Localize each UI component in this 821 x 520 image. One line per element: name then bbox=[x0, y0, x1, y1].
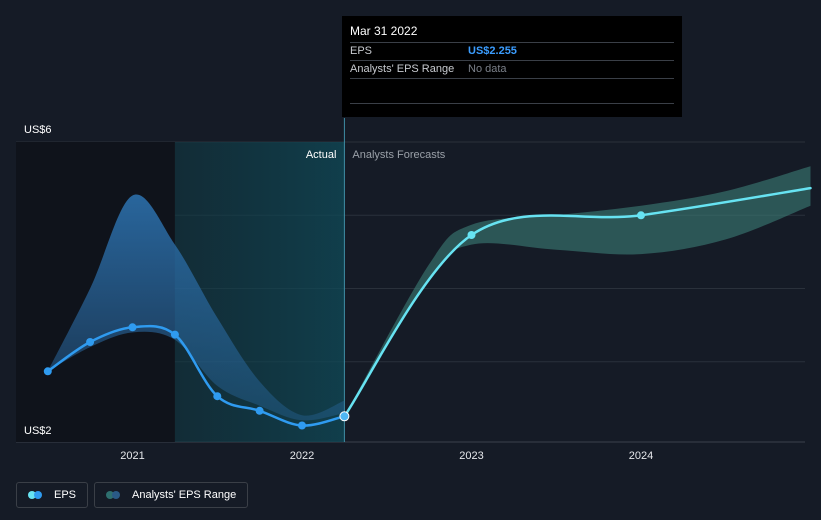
legend-eps-label: EPS bbox=[54, 489, 77, 501]
tooltip-eps-value: US$2.255 bbox=[468, 45, 517, 57]
range-area-forecast bbox=[344, 166, 811, 417]
tooltip-row-eps: EPS US$2.255 bbox=[350, 43, 674, 61]
x-tick-label-3: 2024 bbox=[629, 450, 653, 462]
y-tick-label-0: US$6 bbox=[24, 124, 52, 136]
legend: EPS Analysts' EPS Range bbox=[16, 482, 249, 508]
tooltip-eps-key: EPS bbox=[350, 45, 373, 57]
eps-line-actual bbox=[46, 324, 346, 427]
eps-point-actual-2 bbox=[128, 323, 137, 332]
region-labels: Actual Analysts Forecasts bbox=[306, 149, 446, 161]
y-tick-label-1: US$2 bbox=[24, 425, 52, 437]
hover-tooltip: Mar 31 2022 EPS US$2.255 Analysts' EPS R… bbox=[342, 16, 682, 117]
eps-points bbox=[43, 211, 645, 430]
eps-point-actual-0 bbox=[43, 367, 52, 376]
tooltip-range-value: No data bbox=[468, 63, 507, 75]
actual-label: Actual bbox=[306, 149, 337, 161]
eps-line-forecast bbox=[343, 186, 812, 418]
analysts-forecasts-label: Analysts Forecasts bbox=[352, 149, 445, 161]
tooltip-spacer bbox=[350, 79, 674, 104]
y-axis-labels: US$6 US$2 bbox=[24, 124, 52, 437]
eps-point-actual-4 bbox=[213, 392, 222, 401]
x-tick-label-0: 2021 bbox=[120, 450, 144, 462]
eps-range-areas bbox=[47, 166, 811, 421]
eps-point-actual-7 bbox=[339, 411, 350, 422]
legend-range-toggle[interactable]: Analysts' EPS Range bbox=[94, 482, 249, 508]
tooltip-date: Mar 31 2022 bbox=[350, 24, 674, 43]
legend-eps-toggle[interactable]: EPS bbox=[16, 482, 89, 508]
x-axis-labels: 2021 2022 2023 2024 bbox=[120, 450, 653, 462]
eps-point-forecast-2 bbox=[637, 211, 645, 220]
eps-point-actual-6 bbox=[298, 421, 306, 430]
eps-point-actual-1 bbox=[86, 338, 95, 346]
tooltip-row-range: Analysts' EPS Range No data bbox=[350, 61, 674, 79]
eps-point-actual-5 bbox=[255, 406, 264, 415]
range-legend-icon bbox=[106, 490, 124, 500]
tooltip-range-key: Analysts' EPS Range bbox=[350, 63, 455, 75]
eps-point-forecast-1 bbox=[467, 231, 476, 239]
legend-range-label: Analysts' EPS Range bbox=[132, 489, 237, 501]
eps-legend-icon bbox=[28, 490, 46, 500]
x-tick-label-1: 2022 bbox=[290, 450, 314, 462]
eps-point-actual-3 bbox=[170, 330, 179, 339]
eps-lines bbox=[46, 186, 812, 427]
x-tick-label-2: 2023 bbox=[459, 450, 483, 462]
range-area-actual bbox=[47, 194, 345, 421]
